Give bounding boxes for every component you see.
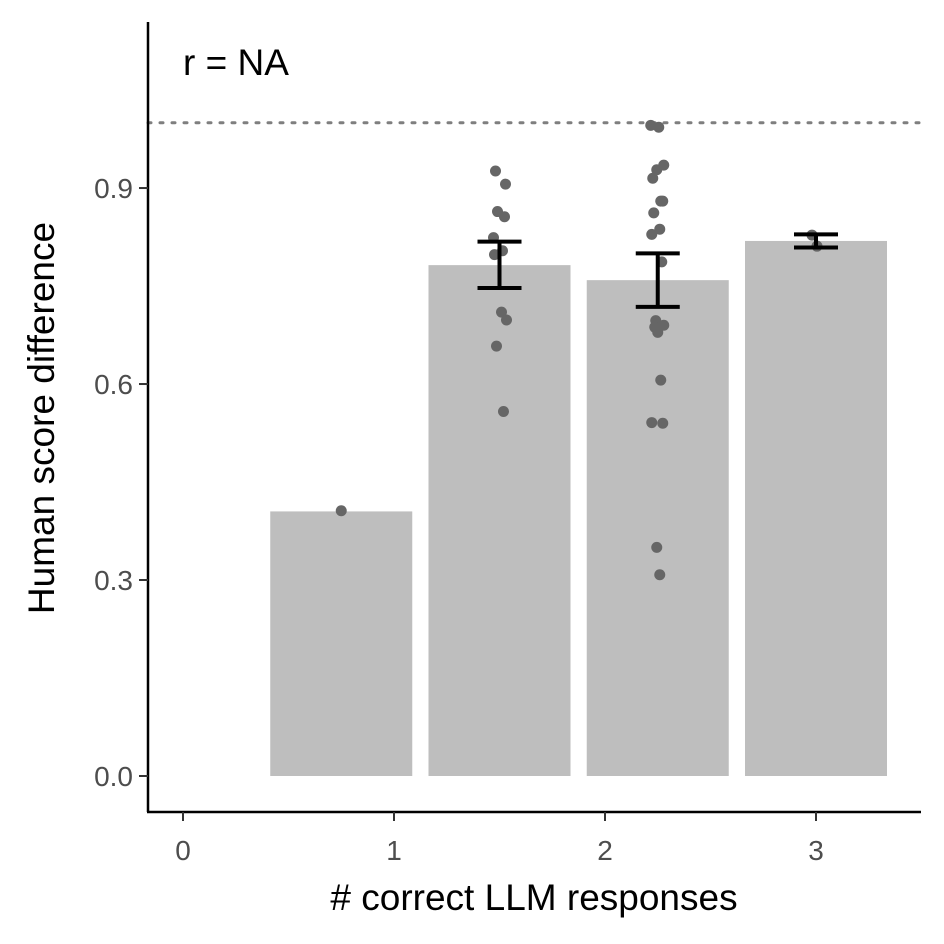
x-tick-label: 3 xyxy=(808,835,824,866)
data-point xyxy=(646,417,658,429)
data-point xyxy=(498,405,509,417)
data-point xyxy=(496,306,507,318)
data-point xyxy=(652,326,664,338)
error-bar-2 xyxy=(635,251,680,309)
data-point xyxy=(654,569,666,581)
data-point xyxy=(654,223,666,235)
annotation-label: r = NA xyxy=(183,42,289,83)
data-point xyxy=(491,340,502,352)
x-tick-label: 2 xyxy=(597,835,613,866)
data-point xyxy=(490,165,501,177)
data-point xyxy=(655,374,667,386)
x-axis: 0 1 2 3 xyxy=(175,812,824,866)
data-point xyxy=(651,164,663,176)
error-bar-1 xyxy=(477,239,522,290)
data-point xyxy=(647,172,659,184)
x-tick-label: 1 xyxy=(386,835,402,866)
y-axis-title: Human score difference xyxy=(21,222,62,614)
data-point xyxy=(657,417,669,429)
data-point xyxy=(657,195,669,207)
data-point xyxy=(646,228,658,240)
data-point xyxy=(489,249,500,261)
data-point xyxy=(501,314,512,326)
plot-area xyxy=(146,119,923,777)
data-point xyxy=(648,207,660,219)
bar-3 xyxy=(745,240,887,777)
data-point xyxy=(651,541,663,553)
y-axis: 0.0 0.3 0.6 0.9 xyxy=(94,173,148,792)
bar-0 xyxy=(270,511,413,776)
data-point xyxy=(499,211,510,223)
x-tick-label: 0 xyxy=(175,835,191,866)
y-tick-label: 0.3 xyxy=(94,565,133,596)
data-point xyxy=(335,505,347,517)
y-tick-label: 0.6 xyxy=(94,369,133,400)
bar-2 xyxy=(586,280,729,776)
error-bar-3 xyxy=(794,232,838,250)
y-tick-label: 0.0 xyxy=(94,761,133,792)
data-point xyxy=(653,121,665,133)
data-point xyxy=(500,178,511,190)
y-tick-label: 0.9 xyxy=(94,173,133,204)
x-axis-title: # correct LLM responses xyxy=(330,877,737,918)
